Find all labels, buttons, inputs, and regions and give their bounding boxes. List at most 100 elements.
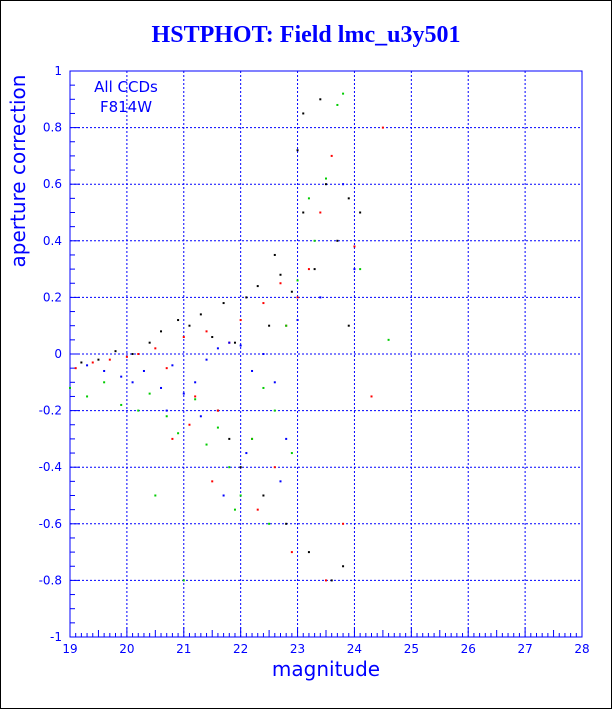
data-point bbox=[171, 437, 174, 440]
x-tick-label: 22 bbox=[233, 642, 248, 656]
data-point bbox=[108, 358, 111, 361]
x-tick-label: 25 bbox=[404, 642, 419, 656]
data-point bbox=[114, 350, 117, 353]
data-point bbox=[199, 415, 202, 418]
data-point bbox=[353, 245, 356, 248]
data-point bbox=[307, 551, 310, 554]
x-tick-label: 21 bbox=[176, 642, 191, 656]
data-point bbox=[319, 211, 322, 214]
data-point bbox=[381, 126, 384, 129]
annotation-line-1: All CCDs bbox=[94, 78, 158, 96]
data-point bbox=[239, 466, 242, 469]
y-tick-label: -0.6 bbox=[39, 517, 62, 531]
y-tick-label: 0.8 bbox=[43, 121, 62, 135]
y-tick-label: -0.8 bbox=[39, 573, 62, 587]
data-point bbox=[205, 443, 208, 446]
data-point bbox=[273, 466, 276, 469]
data-point bbox=[336, 239, 339, 242]
y-tick-label: -0.4 bbox=[39, 460, 62, 474]
y-tick-label: 1 bbox=[54, 64, 62, 78]
chart-title: HSTPHOT: Field lmc_u3y501 bbox=[151, 22, 461, 48]
data-point bbox=[239, 319, 242, 322]
data-point bbox=[313, 268, 316, 271]
data-point bbox=[273, 409, 276, 412]
data-point bbox=[330, 579, 333, 582]
y-tick-label: 0 bbox=[54, 347, 62, 361]
x-tick-label: 26 bbox=[461, 642, 476, 656]
data-point bbox=[137, 409, 140, 412]
data-point bbox=[325, 183, 327, 186]
data-point bbox=[353, 268, 356, 271]
data-point bbox=[359, 211, 362, 214]
data-point bbox=[325, 177, 327, 180]
data-point bbox=[245, 452, 248, 455]
data-point bbox=[302, 112, 305, 115]
data-point bbox=[182, 579, 185, 582]
data-point bbox=[370, 395, 373, 398]
data-point bbox=[194, 398, 197, 401]
y-tick-label: -0.2 bbox=[39, 404, 62, 418]
data-point bbox=[154, 494, 157, 497]
x-tick-label: 20 bbox=[119, 642, 134, 656]
data-point bbox=[359, 268, 362, 271]
data-point bbox=[302, 211, 305, 214]
x-tick-label: 28 bbox=[574, 642, 589, 656]
y-tick-label: -1 bbox=[50, 630, 62, 644]
data-point bbox=[177, 432, 180, 435]
data-point bbox=[142, 369, 145, 372]
annotation-line-2: F814W bbox=[100, 98, 152, 116]
axis-ticks: 19 20 21 22 23 24 25 26 27 28 -1 -0.8 -0.6 -0.4 -0.2 0 0… bbox=[39, 64, 590, 656]
data-point bbox=[199, 313, 202, 316]
data-point bbox=[233, 508, 236, 511]
data-point bbox=[228, 437, 231, 440]
data-point bbox=[74, 367, 77, 370]
data-point bbox=[336, 103, 339, 106]
data-point bbox=[285, 522, 288, 525]
data-point bbox=[137, 353, 140, 355]
data-point bbox=[165, 415, 168, 418]
data-point bbox=[256, 285, 259, 288]
data-point bbox=[216, 347, 219, 350]
data-point bbox=[262, 386, 265, 389]
data-point bbox=[251, 437, 254, 440]
data-point bbox=[91, 361, 94, 364]
data-point bbox=[347, 324, 350, 327]
data-point bbox=[222, 494, 225, 497]
data-point bbox=[296, 279, 299, 282]
data-point bbox=[262, 302, 265, 305]
data-point bbox=[313, 239, 316, 242]
data-point bbox=[347, 197, 350, 200]
data-point bbox=[165, 409, 168, 412]
data-point bbox=[279, 273, 282, 276]
data-point bbox=[182, 392, 185, 395]
data-point bbox=[216, 409, 219, 412]
data-point bbox=[290, 290, 293, 293]
data-point bbox=[296, 319, 299, 322]
data-point bbox=[182, 336, 185, 339]
data-point bbox=[296, 149, 299, 152]
data-point bbox=[177, 319, 180, 322]
data-point bbox=[239, 344, 242, 347]
data-point bbox=[205, 330, 208, 333]
data-point bbox=[69, 386, 71, 389]
data-point bbox=[188, 324, 191, 327]
grid bbox=[70, 71, 582, 637]
data-point bbox=[285, 437, 288, 440]
data-point bbox=[154, 347, 157, 350]
data-point bbox=[97, 358, 100, 361]
data-point bbox=[211, 480, 214, 483]
data-point bbox=[319, 98, 322, 101]
data-point bbox=[205, 358, 208, 361]
data-point bbox=[342, 92, 345, 95]
data-point bbox=[165, 367, 168, 370]
data-point bbox=[330, 154, 333, 157]
data-point bbox=[342, 183, 345, 186]
data-point bbox=[131, 381, 134, 384]
data-point bbox=[319, 296, 322, 299]
data-point bbox=[307, 268, 310, 271]
data-point bbox=[188, 423, 191, 426]
data-point bbox=[148, 392, 151, 395]
data-point bbox=[239, 494, 242, 497]
data-point bbox=[268, 522, 271, 525]
